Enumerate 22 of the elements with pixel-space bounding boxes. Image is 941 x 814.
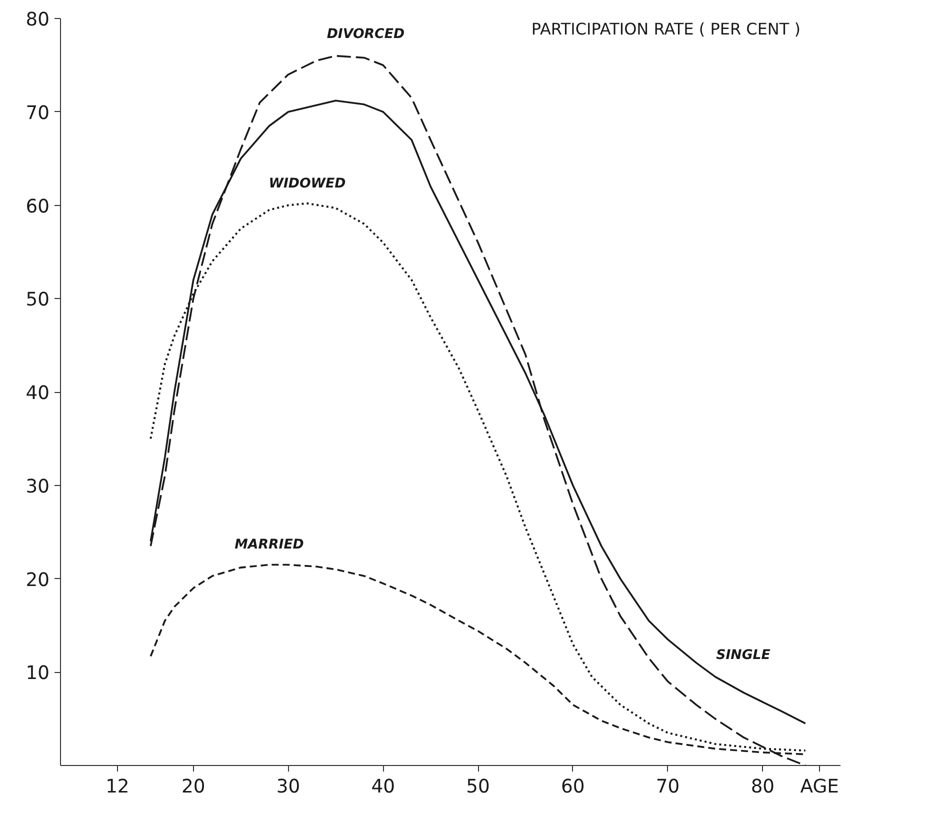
- y-axis-title: PARTICIPATION RATE ( PER CENT ): [531, 20, 800, 38]
- y-tick-label: 70: [26, 102, 50, 124]
- y-tick-label: 10: [26, 663, 50, 684]
- series-label: DIVORCED: [326, 26, 405, 42]
- x-tick-label: 40: [371, 776, 396, 798]
- x-tick-label: 60: [561, 776, 585, 798]
- series-label: WIDOWED: [268, 176, 346, 192]
- x-tick-label: AGE: [800, 776, 839, 798]
- y-tick-label: 20: [26, 570, 50, 591]
- x-tick-label: 12: [106, 776, 130, 798]
- x-tick-label: 30: [276, 776, 300, 798]
- x-tick-label: 50: [466, 776, 490, 798]
- y-tick-label: 30: [26, 476, 50, 498]
- x-tick-label: 70: [656, 776, 680, 798]
- y-tick-label: 40: [26, 383, 50, 404]
- y-tick-label: 80: [26, 10, 50, 30]
- x-tick-label: 80: [750, 776, 775, 798]
- series-label: SINGLE: [716, 648, 770, 663]
- y-tick-label: 60: [26, 196, 50, 218]
- x-tick-label: 20: [181, 776, 206, 798]
- y-tick-label: 50: [26, 290, 50, 311]
- series-label: MARRIED: [234, 538, 304, 553]
